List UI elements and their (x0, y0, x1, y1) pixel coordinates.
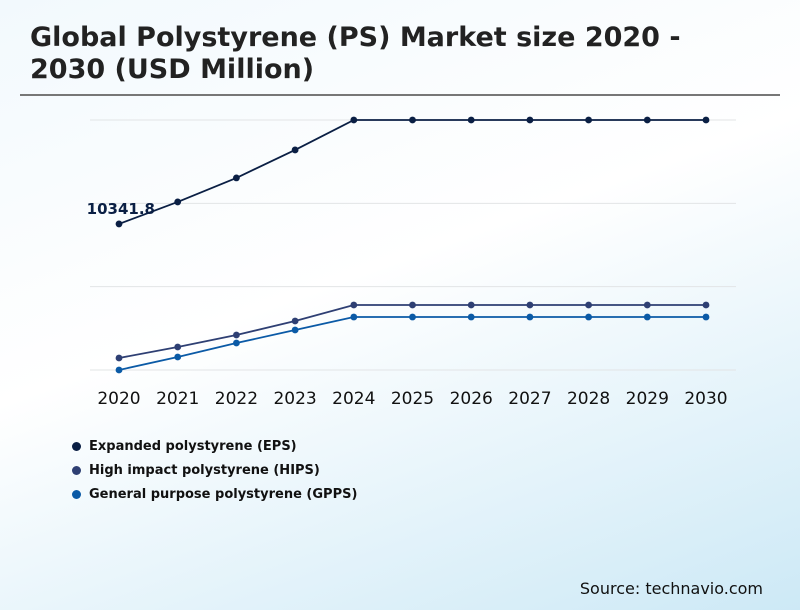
data-point (585, 313, 592, 321)
x-tick-label: 2020 (97, 389, 140, 409)
data-point (467, 301, 475, 309)
x-tick-label: 2030 (684, 389, 727, 409)
x-tick-label: 2027 (508, 389, 551, 409)
x-tick-label: 2025 (391, 389, 434, 409)
legend-label: Expanded polystyrene (EPS) (89, 438, 297, 454)
data-point (174, 343, 182, 351)
legend-marker-icon (72, 441, 81, 451)
x-tick-label: 2024 (332, 389, 375, 409)
data-point (526, 313, 534, 321)
data-point (526, 301, 534, 309)
legend-item: Expanded polystyrene (EPS) (72, 434, 357, 458)
data-point (585, 301, 592, 309)
legend-label: High impact polystyrene (HIPS) (89, 462, 320, 478)
data-point (409, 313, 416, 321)
source-text: Source: technavio.com (579, 579, 763, 598)
data-point (585, 116, 592, 124)
data-point (467, 313, 475, 321)
data-point (233, 339, 240, 347)
data-point (233, 174, 240, 182)
data-point (174, 198, 182, 206)
data-point (174, 353, 182, 361)
data-point (409, 116, 416, 124)
x-tick-label: 2028 (567, 389, 610, 409)
data-point (291, 326, 299, 334)
legend-item: High impact polystyrene (HIPS) (72, 458, 357, 482)
data-point (291, 317, 299, 325)
data-point (643, 313, 651, 321)
legend-marker-icon (72, 465, 81, 475)
title-divider (20, 94, 780, 96)
data-point (115, 220, 123, 228)
data-point (702, 301, 710, 309)
x-tick-label: 2029 (626, 389, 669, 409)
data-point (350, 116, 358, 124)
chart-title: Global Polystyrene (PS) Market size 2020… (30, 22, 681, 85)
data-point (291, 146, 299, 154)
data-point (643, 301, 651, 309)
legend: Expanded polystyrene (EPS) High impact po… (72, 434, 357, 506)
x-tick-label: 2021 (156, 389, 199, 409)
series-line-0 (118, 119, 706, 225)
data-point (409, 301, 416, 309)
legend-marker-icon (72, 489, 81, 499)
data-point (467, 116, 475, 124)
data-point (350, 313, 358, 321)
x-tick-label: 2026 (450, 389, 493, 409)
line-chart: 2020 2021 2022 2023 2024 2025 2026 2027 2028 2029… (87, 116, 736, 409)
legend-item: General purpose polystyrene (GPPS) (72, 482, 357, 506)
data-point (115, 354, 123, 362)
x-tick-label: 2023 (273, 389, 316, 409)
data-point (702, 313, 710, 321)
series-line-2 (118, 316, 706, 371)
data-point (643, 116, 651, 124)
data-label: 10341.8 (87, 200, 155, 218)
data-point (233, 331, 240, 339)
x-tick-label: 2022 (215, 389, 258, 409)
data-point (350, 301, 358, 309)
data-point (115, 366, 123, 374)
legend-label: General purpose polystyrene (GPPS) (89, 486, 358, 502)
data-point (702, 116, 710, 124)
data-point (526, 116, 534, 124)
